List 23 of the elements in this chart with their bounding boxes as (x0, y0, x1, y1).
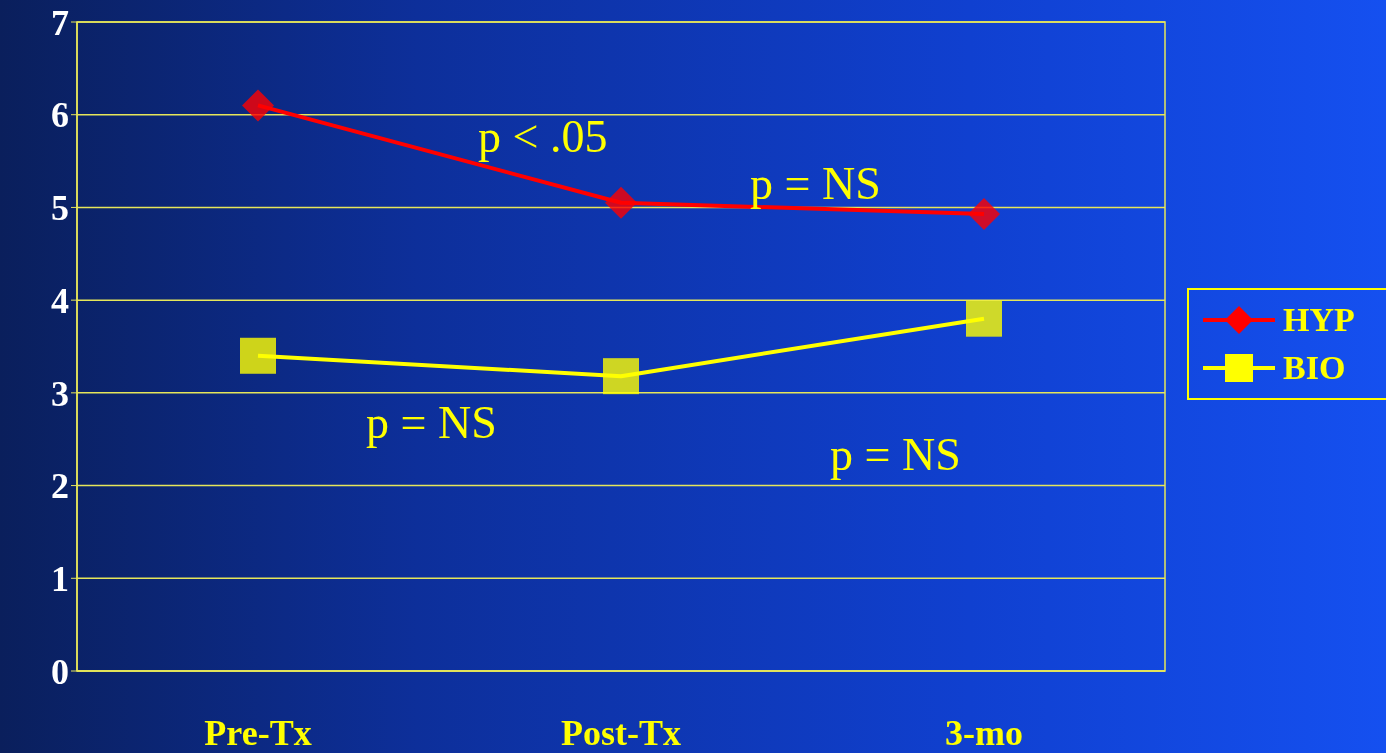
legend-label: BIO (1283, 349, 1346, 387)
y-tick-label: 3 (51, 373, 69, 414)
annotation: p = NS (366, 396, 497, 449)
y-tick-label: 6 (51, 95, 69, 136)
y-tick-label: 5 (51, 188, 69, 229)
x-tick-label: Post-Tx (561, 712, 681, 753)
legend-label: HYP (1283, 301, 1355, 339)
point (240, 337, 276, 374)
y-tick-label: 2 (51, 466, 69, 507)
point (968, 197, 1000, 230)
y-tick-label: 4 (51, 280, 69, 321)
x-tick-label: 3-mo (945, 712, 1023, 753)
annotation: p = NS (830, 428, 961, 481)
annotation: p < .05 (478, 110, 608, 163)
annotation: p = NS (750, 157, 881, 210)
y-tick-label: 7 (51, 2, 69, 43)
x-tick-label: Pre-Tx (204, 712, 312, 753)
y-tick-label: 0 (51, 651, 69, 692)
point (242, 89, 274, 122)
point (966, 300, 1002, 337)
point (603, 358, 639, 395)
y-tick-label: 1 (51, 559, 69, 600)
point (605, 186, 637, 219)
